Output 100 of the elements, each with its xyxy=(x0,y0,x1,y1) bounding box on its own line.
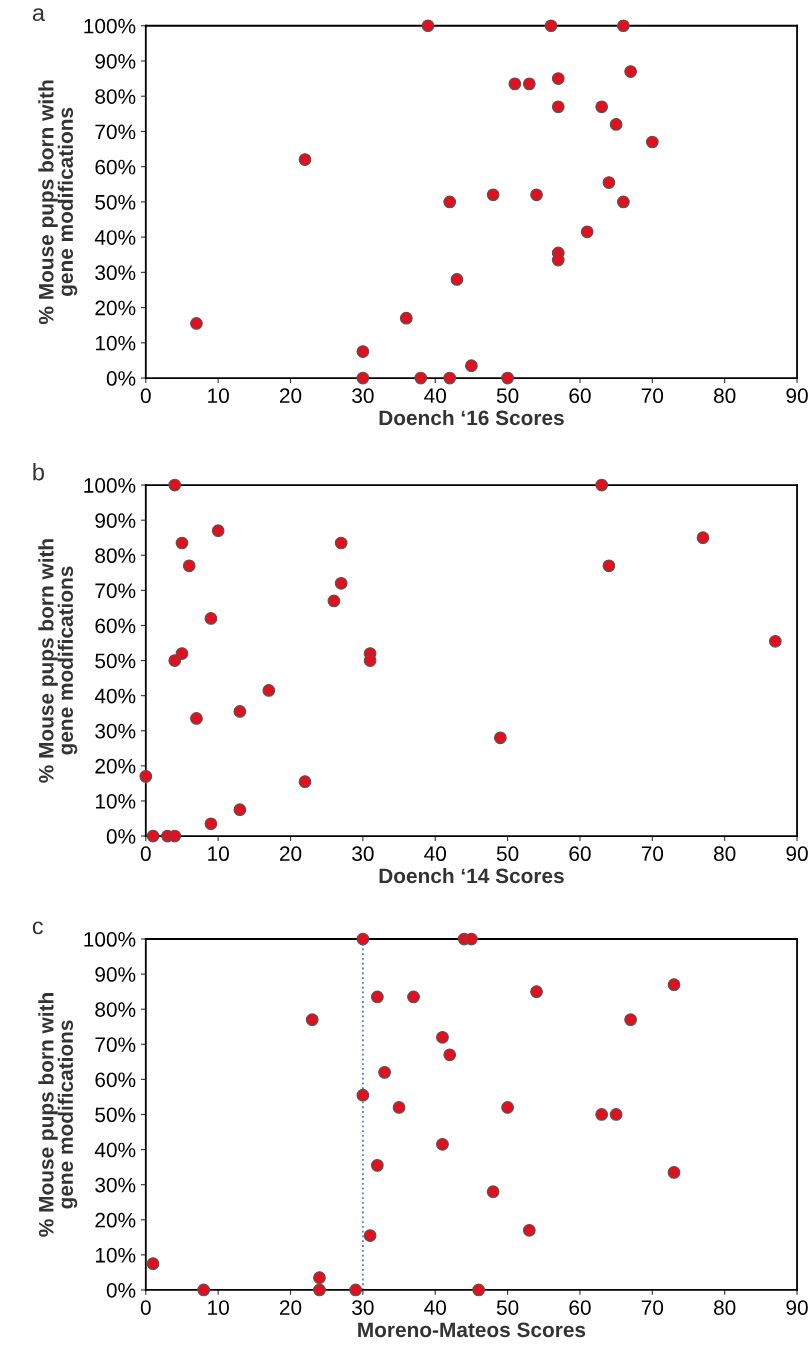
point xyxy=(327,594,341,608)
y-tick-label: 0% xyxy=(106,829,136,844)
point xyxy=(182,559,196,573)
point xyxy=(522,1223,536,1237)
y-tick-label: 10% xyxy=(95,793,136,809)
point xyxy=(551,100,565,114)
point xyxy=(313,1283,326,1297)
point xyxy=(617,195,630,209)
point xyxy=(233,705,247,718)
x-tick-label: 50 xyxy=(496,846,519,862)
y-tick-label: 60% xyxy=(95,1072,136,1088)
point xyxy=(168,478,182,492)
y-tick-label: 100% xyxy=(84,932,136,947)
point xyxy=(146,1257,160,1271)
point xyxy=(486,1185,500,1199)
x-tick-label: 70 xyxy=(641,388,664,404)
x-tick-label: 70 xyxy=(641,1300,664,1315)
x-tick-label: 80 xyxy=(714,846,736,862)
chart-title: c xyxy=(32,921,44,935)
point xyxy=(356,345,370,358)
point xyxy=(204,612,218,625)
point xyxy=(363,654,377,667)
point xyxy=(696,531,710,545)
point xyxy=(298,775,312,789)
x-tick-label: 60 xyxy=(569,846,591,862)
point xyxy=(580,225,594,239)
point xyxy=(356,932,370,946)
point xyxy=(465,359,478,373)
y-tick-label: 60% xyxy=(95,618,136,634)
y-tick-label: 30% xyxy=(95,1177,136,1193)
point xyxy=(617,19,630,33)
point xyxy=(262,684,276,697)
point xyxy=(595,1108,609,1121)
y-tick-label: 50% xyxy=(95,1107,136,1123)
point xyxy=(530,188,543,202)
y-tick-label: 40% xyxy=(94,688,136,704)
y-tick-label: 30% xyxy=(95,723,136,739)
point xyxy=(168,829,182,843)
point xyxy=(356,1088,370,1102)
y-tick-label: 20% xyxy=(95,758,136,774)
point xyxy=(436,1137,449,1151)
x-tick-label: 20 xyxy=(279,388,302,404)
x-tick-label: 0 xyxy=(140,388,151,404)
point xyxy=(334,536,348,550)
point xyxy=(530,985,543,999)
point xyxy=(233,803,247,817)
y-tick-label: 40% xyxy=(94,230,136,245)
x-tick-label: 70 xyxy=(641,846,664,862)
y-tick-label: 50% xyxy=(95,653,136,669)
point xyxy=(421,19,435,33)
y-tick-label: 20% xyxy=(95,300,136,316)
point xyxy=(190,712,203,725)
point xyxy=(551,253,565,267)
y-tick-label: 30% xyxy=(95,265,136,281)
x-axis-title: Doench ‘14 Scores xyxy=(379,867,564,884)
x-tick-label: 60 xyxy=(569,1300,591,1315)
y-tick-label: 0% xyxy=(106,1282,136,1298)
x-tick-label: 90 xyxy=(786,846,808,862)
y-tick-label: 90% xyxy=(95,53,136,69)
x-tick-label: 40 xyxy=(424,846,447,862)
point xyxy=(609,1108,623,1121)
x-tick-label: 40 xyxy=(424,1300,447,1315)
point xyxy=(465,932,478,946)
x-tick-label: 80 xyxy=(714,1300,736,1315)
point xyxy=(399,311,413,325)
point xyxy=(501,1101,514,1114)
y-tick-label: 70% xyxy=(95,124,136,140)
y-axis-title: % Mouse pups born with gene modifications xyxy=(38,993,78,1237)
point xyxy=(667,978,681,992)
point xyxy=(392,1101,406,1114)
y-tick-label: 90% xyxy=(95,967,136,982)
x-tick-label: 50 xyxy=(496,1300,519,1315)
y-tick-label: 100% xyxy=(84,478,136,493)
point xyxy=(501,371,514,385)
point xyxy=(197,1283,211,1297)
point xyxy=(204,817,218,831)
point xyxy=(211,524,225,538)
point xyxy=(139,770,153,783)
y-tick-label: 80% xyxy=(95,89,136,104)
point xyxy=(508,77,522,91)
point xyxy=(414,371,428,385)
point xyxy=(544,19,558,33)
x-tick-label: 20 xyxy=(279,1300,302,1315)
x-axis-title: Moreno-Mateos Scores xyxy=(358,1322,586,1338)
x-tick-label: 50 xyxy=(496,388,519,404)
x-axis-title: Doench ‘16 Scores xyxy=(379,409,564,426)
y-tick-label: 0% xyxy=(106,371,136,386)
x-tick-label: 0 xyxy=(140,1300,151,1315)
point xyxy=(624,1013,637,1027)
x-tick-label: 10 xyxy=(208,846,229,862)
point xyxy=(443,195,457,209)
point xyxy=(146,829,160,843)
x-tick-label: 0 xyxy=(140,846,151,862)
x-tick-label: 60 xyxy=(569,388,591,404)
point xyxy=(667,1166,681,1179)
y-tick-label: 50% xyxy=(95,194,136,210)
point xyxy=(298,153,312,166)
point xyxy=(175,647,189,660)
point xyxy=(407,990,420,1004)
point xyxy=(175,536,189,550)
